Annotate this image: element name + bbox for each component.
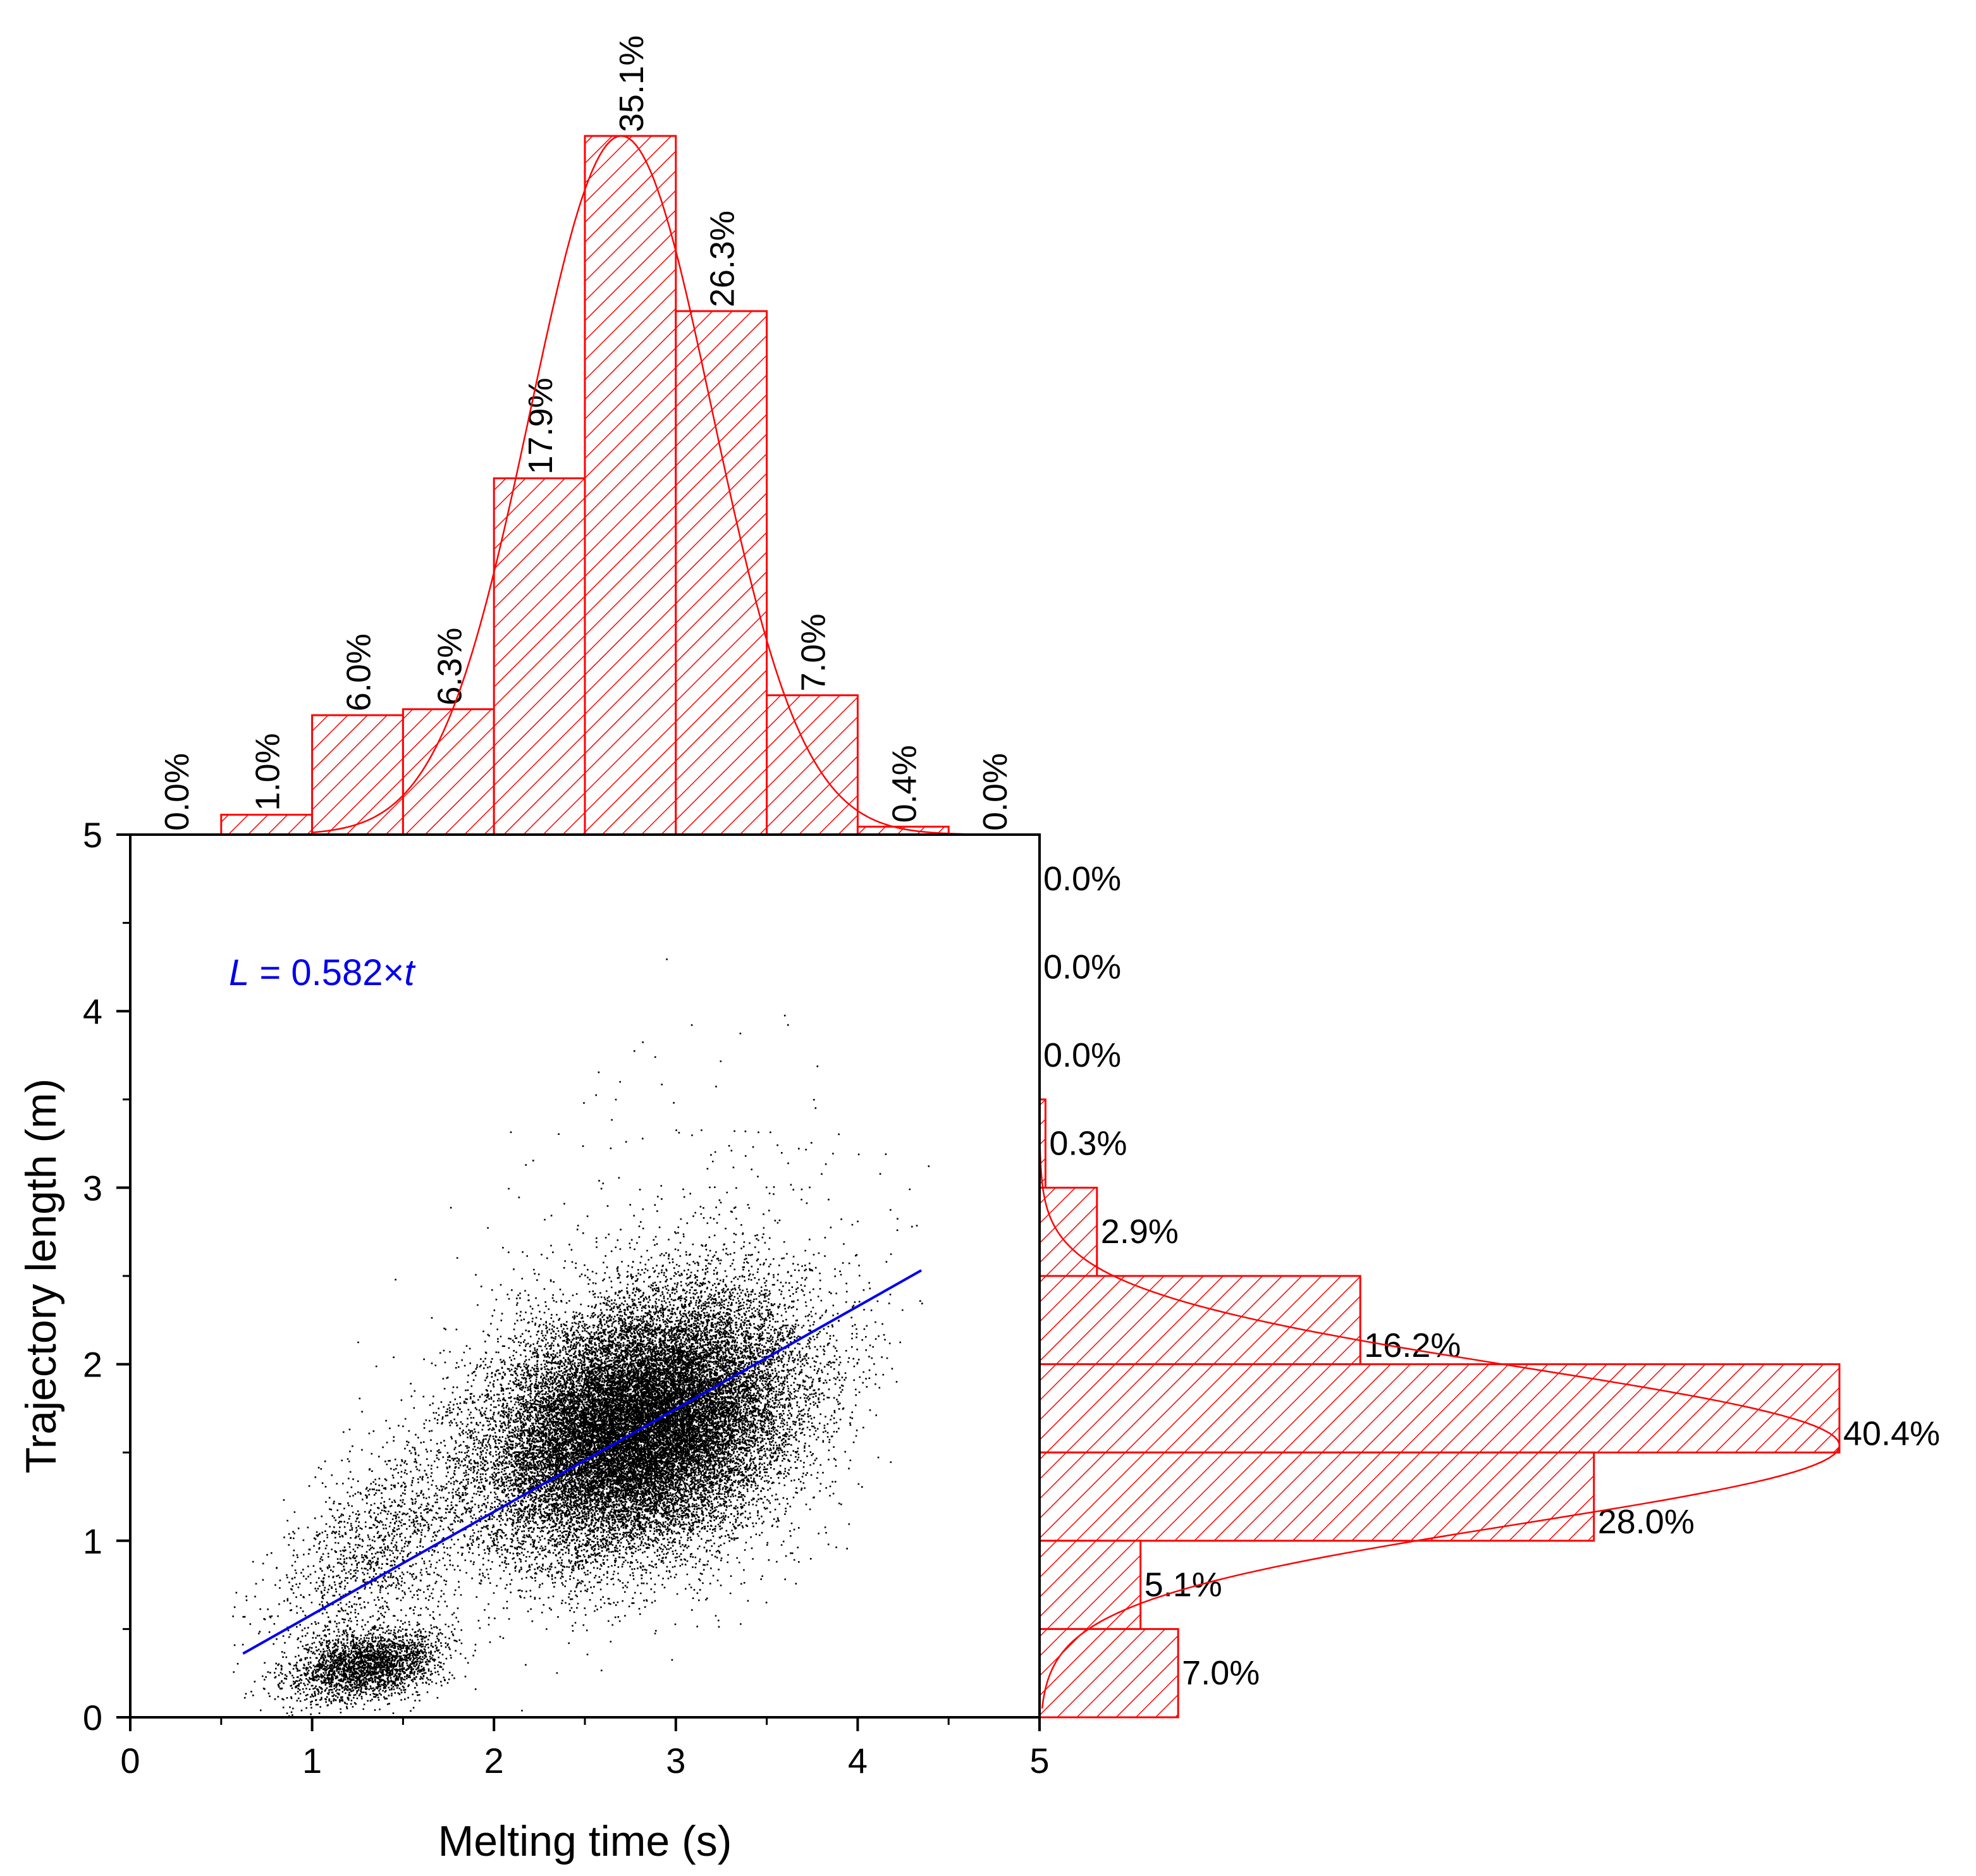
x-tick-label: 3	[666, 1741, 685, 1781]
right-histogram: 0.0%0.0%0.0%0.3%2.9%16.2%40.4%28.0%5.1%7…	[1038, 860, 1940, 1719]
top-histogram: 0.0% 1.0% 6.0% 6.3% 17.9% 35.1% 26.3% 7.0% 0.4% 0…	[158, 35, 1022, 836]
right-hist-label: 2.9%	[1101, 1213, 1179, 1251]
top-hist-label: 26.3%	[704, 211, 742, 307]
fit-equation-var2: t	[404, 952, 416, 993]
y-tick-label: 0	[83, 1698, 102, 1738]
y-tick-label: 2	[83, 1345, 102, 1385]
y-tick-label: 1	[83, 1521, 102, 1561]
right-hist-bar	[1038, 1628, 1179, 1719]
top-hist-label: 0.0%	[158, 753, 196, 831]
right-hist-label: 7.0%	[1182, 1654, 1260, 1692]
top-hist-bar	[766, 694, 859, 836]
top-hist-bar	[493, 477, 586, 836]
top-hist-label: 1.0%	[249, 733, 287, 811]
right-hist-bar	[1038, 1540, 1142, 1630]
top-hist-label: 6.3%	[431, 628, 469, 706]
top-hist-bar	[402, 708, 495, 836]
right-hist-label: 0.0%	[1043, 860, 1121, 898]
top-hist-label: 6.0%	[340, 634, 378, 711]
fit-equation-var: L	[229, 952, 249, 993]
right-hist-label: 16.2%	[1364, 1327, 1461, 1364]
top-hist-fit-curve	[312, 135, 1022, 836]
top-hist-label: 7.0%	[795, 614, 833, 692]
x-axis-title: Melting time (s)	[438, 1817, 732, 1865]
right-hist-bar	[1038, 1186, 1098, 1277]
fit-line	[242, 1269, 923, 1655]
top-hist-bar	[584, 135, 677, 836]
right-hist-bar	[1038, 1363, 1841, 1454]
y-tick-label: 4	[83, 991, 102, 1031]
right-hist-label: 0.0%	[1043, 948, 1121, 986]
right-hist-bar	[1038, 1275, 1361, 1366]
y-tick-label: 3	[83, 1168, 102, 1208]
x-tick-label: 0	[120, 1741, 140, 1781]
x-tick-label: 2	[484, 1741, 504, 1781]
fit-equation: L = 0.582×t	[229, 952, 416, 993]
right-hist-label: 0.3%	[1049, 1125, 1127, 1163]
top-hist-label: 17.9%	[522, 377, 560, 474]
right-hist-label: 0.0%	[1043, 1036, 1121, 1074]
top-hist-bar	[220, 814, 314, 836]
top-hist-bar	[311, 714, 404, 836]
y-tick-label: 5	[83, 815, 102, 855]
x-tick-label: 5	[1029, 1741, 1049, 1781]
axes: 0 1 2 3 4 5 0 1 2 3 4 5	[83, 815, 1050, 1781]
right-hist-bar	[1038, 1451, 1595, 1542]
x-tick-label: 4	[848, 1741, 868, 1781]
scatter-points	[232, 958, 930, 1717]
top-hist-label: 0.0%	[976, 753, 1014, 831]
top-hist-label: 0.4%	[885, 745, 923, 823]
scatter-cloud	[232, 958, 930, 1717]
top-hist-label: 35.1%	[613, 35, 651, 132]
top-hist-bar	[675, 310, 768, 836]
y-axis-title: Trajectory length (m)	[17, 1079, 65, 1474]
right-hist-label: 40.4%	[1843, 1414, 1940, 1452]
x-tick-label: 1	[302, 1741, 322, 1781]
fit-equation-mid: = 0.582×	[249, 952, 404, 993]
